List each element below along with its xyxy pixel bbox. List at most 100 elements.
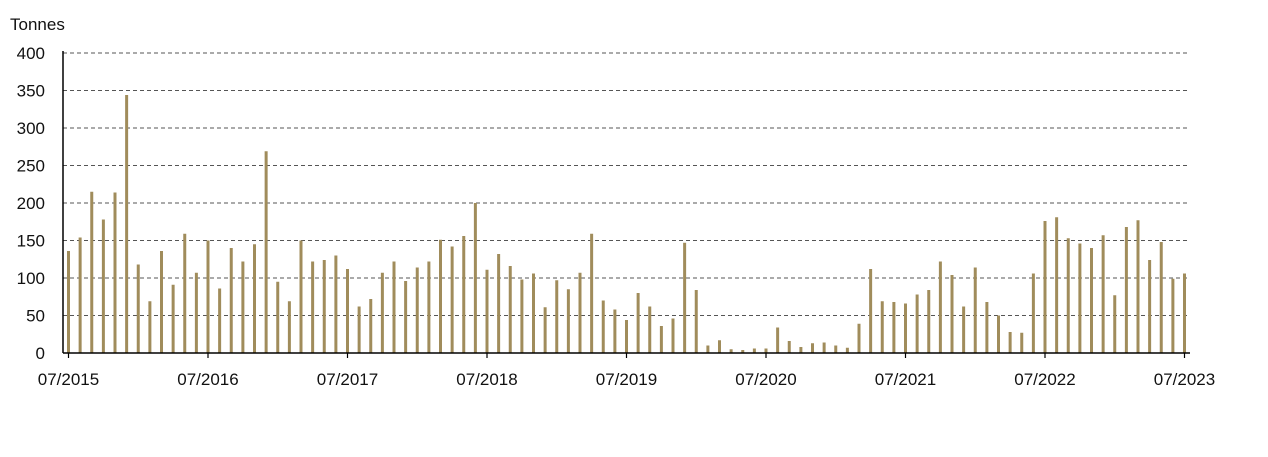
bar [764,348,768,353]
bar [311,261,315,353]
bar [834,345,838,353]
bar [718,340,721,353]
bar [636,293,640,353]
bar [799,347,803,353]
bar [822,342,826,353]
y-tick-label: 0 [36,344,45,363]
bar [683,242,687,353]
bar [752,348,756,353]
bar [148,301,152,353]
y-tick-label: 250 [17,157,45,176]
x-tick-label: 07/2021 [875,370,936,389]
bar [590,233,594,353]
bar [973,267,977,353]
bar [78,237,82,353]
x-tick-label: 07/2016 [177,370,238,389]
x-tick-label: 07/2020 [735,370,796,389]
bar [1090,248,1093,353]
bar [229,248,233,353]
bar [950,275,954,353]
y-tick-label: 200 [17,194,45,213]
bar [578,272,582,353]
x-tick-label: 07/2019 [596,370,657,389]
bar [287,301,291,353]
bar [1148,260,1152,353]
x-axis-ticks: 07/2015 07/2016 07/2017 07/2018 07/2019 07/20… [38,353,1215,389]
bar [648,306,652,353]
bar [392,261,396,353]
bar [927,290,931,353]
bar [625,320,628,353]
bar [183,233,187,353]
bar [322,260,326,353]
bar [532,273,535,353]
bar [1031,273,1035,353]
bar [1101,235,1105,353]
bar [1055,217,1059,353]
bar [694,290,698,353]
bar [276,281,280,353]
bar [113,192,117,353]
bar [1078,243,1082,353]
bar [439,239,442,353]
x-tick-label: 07/2022 [1014,370,1075,389]
bar [915,294,919,353]
bar [555,280,559,353]
bar [997,315,1000,353]
x-tick-label: 07/2015 [38,370,99,389]
bar [1008,332,1012,353]
bar [67,251,70,353]
bar [334,255,338,353]
bar [427,261,431,353]
bar [473,203,477,353]
bar [1020,332,1024,353]
bar [869,269,873,353]
bar [962,306,966,353]
bar [892,302,896,353]
bar [415,267,419,353]
bar [160,251,163,353]
bar [776,327,780,353]
gridlines [63,52,1190,316]
bar [1183,273,1186,353]
bar [369,299,373,353]
bar-series [67,95,1186,353]
bar [90,191,94,353]
bar [462,236,466,353]
y-tick-label: 350 [17,82,45,101]
y-tick-label: 100 [17,269,45,288]
y-tick-label: 150 [17,232,45,251]
bar [613,309,617,353]
bar [985,302,989,353]
bar [520,279,524,353]
bar [601,300,605,353]
bar [241,261,245,353]
bar [659,326,663,353]
bar [938,261,942,353]
bar [404,281,408,353]
bar [218,288,222,353]
bar [346,269,349,353]
bar [357,306,361,353]
bar [299,240,303,353]
bar [194,272,198,353]
bar [136,264,140,353]
bar [741,350,745,353]
y-axis-unit-label: Tonnes [10,15,65,34]
bar [857,323,861,353]
bar [171,284,175,353]
bar [787,341,791,353]
bar [1066,238,1070,353]
bar [125,95,129,353]
bar [811,343,814,353]
bar [497,254,501,353]
y-tick-label: 300 [17,119,45,138]
bar [1159,242,1163,353]
bar [253,244,256,353]
y-tick-label: 400 [17,44,45,63]
bar [264,151,268,353]
bar [543,307,547,353]
x-tick-label: 07/2017 [317,370,378,389]
bar [206,240,210,353]
